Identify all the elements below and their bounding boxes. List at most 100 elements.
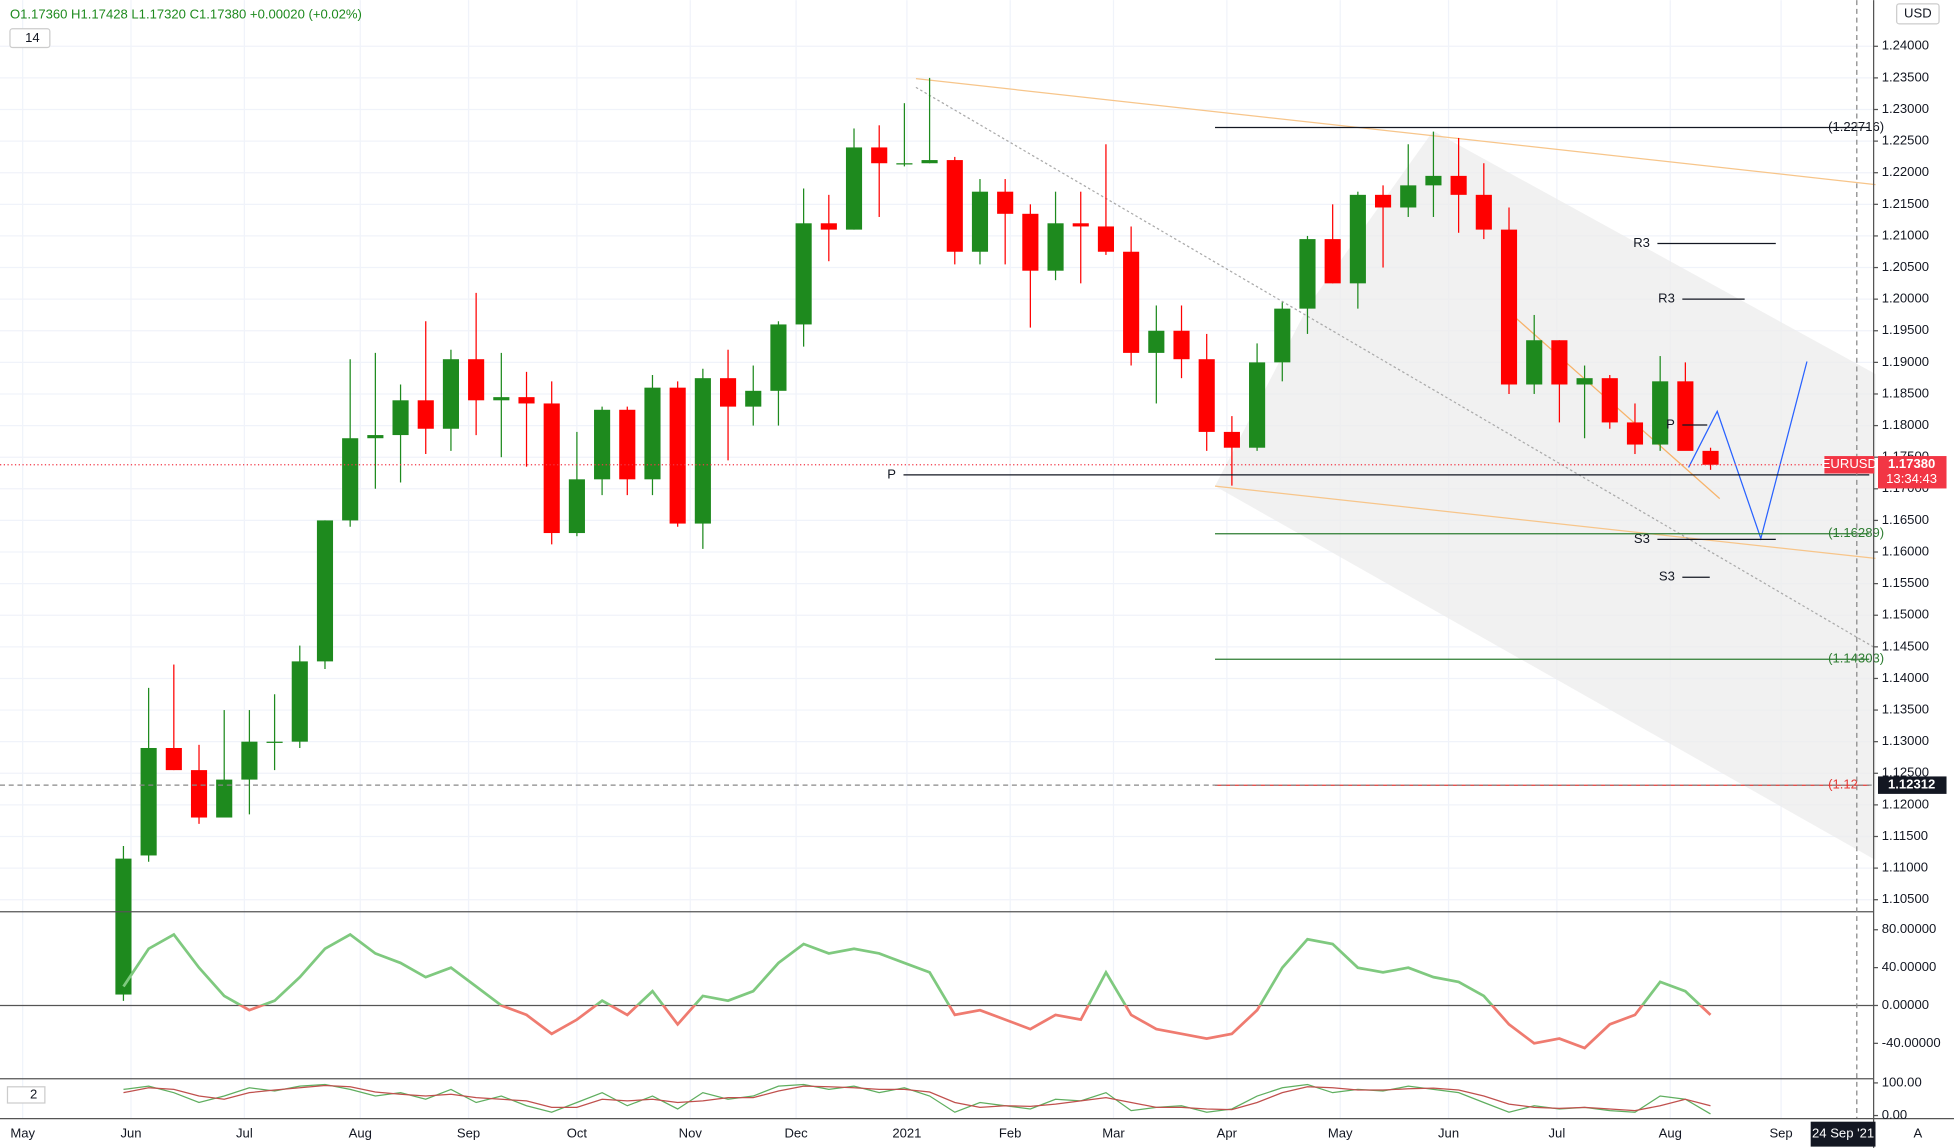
candle-body bbox=[568, 479, 585, 534]
y-tick-label: 40.00000 bbox=[1882, 959, 1937, 974]
candle-body bbox=[694, 378, 711, 524]
candle-body bbox=[921, 160, 938, 164]
y-tick-label: 1.15000 bbox=[1882, 607, 1929, 622]
candle-body bbox=[190, 770, 208, 818]
currency-box[interactable] bbox=[1896, 3, 1940, 25]
candle-body bbox=[115, 858, 132, 995]
candle-body bbox=[971, 191, 989, 252]
level-label: R3 bbox=[1633, 235, 1650, 250]
y-tick-label: 100.00 bbox=[1882, 1074, 1922, 1089]
y-tick-label: 1.21500 bbox=[1882, 196, 1929, 211]
time-cursor-box bbox=[1810, 1121, 1876, 1147]
auto-scale-button[interactable]: A bbox=[1913, 1126, 1922, 1141]
x-tick-label: Apr bbox=[1217, 1126, 1238, 1141]
stoch-line bbox=[123, 1084, 1711, 1112]
candle-body bbox=[1123, 251, 1140, 353]
candle-body bbox=[1173, 330, 1190, 360]
y-tick-label: 1.16500 bbox=[1882, 512, 1929, 527]
candle-body bbox=[1223, 431, 1240, 448]
candle-body bbox=[165, 747, 182, 771]
level-label: R3 bbox=[1658, 291, 1675, 306]
interval-badge[interactable]: 14 bbox=[25, 30, 40, 45]
candle-body bbox=[946, 160, 963, 252]
interval-box[interactable] bbox=[9, 28, 51, 49]
channel-shade bbox=[1215, 130, 1876, 860]
candle-body bbox=[1324, 239, 1341, 284]
candle-body bbox=[1299, 239, 1316, 309]
y-tick-label: -40.00000 bbox=[1882, 1035, 1941, 1050]
currency[interactable]: USD bbox=[1904, 5, 1932, 20]
y-tick-label: 1.18500 bbox=[1882, 385, 1929, 400]
x-tick-label: Aug bbox=[349, 1126, 372, 1141]
oscillator-line bbox=[122, 932, 1703, 1006]
candle-body bbox=[1072, 223, 1089, 227]
candle-body bbox=[1198, 359, 1215, 432]
symbol-tag bbox=[1824, 456, 1875, 474]
trend-line bbox=[915, 78, 1876, 186]
candle-body bbox=[140, 747, 157, 856]
crosshair-label: 1.12312 bbox=[1888, 777, 1935, 792]
x-tick-label: 2021 bbox=[892, 1126, 921, 1141]
candle-body bbox=[1601, 378, 1618, 423]
candle-body bbox=[1652, 381, 1669, 445]
stoch-badge-box[interactable] bbox=[6, 1086, 46, 1104]
candle-body bbox=[493, 397, 510, 401]
x-tick-label: Mar bbox=[1102, 1126, 1125, 1141]
candle-body bbox=[1249, 362, 1266, 448]
candle-body bbox=[291, 661, 308, 742]
candle-body bbox=[997, 191, 1014, 214]
x-tick-label: Jun bbox=[1438, 1126, 1459, 1141]
candle-body bbox=[1677, 381, 1694, 451]
candle-body bbox=[896, 163, 913, 165]
candle-body bbox=[316, 520, 334, 662]
y-tick-label: 1.12000 bbox=[1882, 796, 1929, 811]
x-tick-label: May bbox=[10, 1126, 35, 1141]
candle-body bbox=[594, 409, 611, 480]
oscillator-line-negative bbox=[237, 1005, 1712, 1050]
candle-body bbox=[241, 741, 258, 780]
candle-body bbox=[1022, 213, 1039, 271]
candle-body bbox=[1576, 378, 1593, 385]
candle-body bbox=[1626, 422, 1644, 445]
candle-body bbox=[468, 359, 485, 401]
candle-body bbox=[820, 223, 837, 230]
candle-body bbox=[1148, 330, 1165, 353]
y-tick-label: 1.13500 bbox=[1882, 702, 1929, 717]
candle-body bbox=[1425, 175, 1442, 186]
candle-body bbox=[1526, 340, 1543, 385]
y-tick-label: 1.12500 bbox=[1882, 765, 1929, 780]
stoch-line bbox=[123, 1083, 1711, 1115]
candle-body bbox=[619, 409, 636, 480]
x-tick-label: Sep bbox=[1769, 1126, 1792, 1141]
x-tick-label: Oct bbox=[567, 1126, 588, 1141]
stoch-label: 2 bbox=[30, 1086, 37, 1101]
y-tick-label: 1.20500 bbox=[1882, 259, 1929, 274]
x-tick-label: Feb bbox=[999, 1126, 1022, 1141]
candle-body bbox=[1374, 194, 1392, 208]
candle-body bbox=[1274, 308, 1291, 363]
y-tick-label: 80.00000 bbox=[1882, 921, 1937, 936]
level-label: P bbox=[887, 466, 896, 481]
trend-line bbox=[1214, 485, 1876, 560]
level-label: P bbox=[1666, 416, 1675, 431]
candle-body bbox=[719, 378, 737, 407]
candle-body bbox=[669, 387, 686, 524]
x-tick-label: Sep bbox=[457, 1126, 480, 1141]
candle-body bbox=[216, 779, 233, 818]
candle-body bbox=[342, 438, 359, 521]
y-tick-label: 1.13000 bbox=[1882, 733, 1929, 748]
y-tick-label: 1.14000 bbox=[1882, 670, 1929, 685]
candle-body bbox=[442, 359, 460, 429]
y-tick-label: 1.22000 bbox=[1882, 164, 1929, 179]
y-tick-label: 1.22500 bbox=[1882, 133, 1929, 148]
x-tick-label: Aug bbox=[1659, 1126, 1682, 1141]
candle-body bbox=[392, 400, 409, 436]
y-tick-label: 0.00 bbox=[1882, 1107, 1907, 1122]
countdown-label: 13:34:43 bbox=[1886, 471, 1937, 486]
candle-body bbox=[871, 147, 888, 164]
last-price-label: 1.17380 bbox=[1888, 456, 1935, 471]
symbol-label: EURUSD bbox=[1822, 456, 1877, 471]
level-label: (1.12 bbox=[1828, 777, 1858, 792]
